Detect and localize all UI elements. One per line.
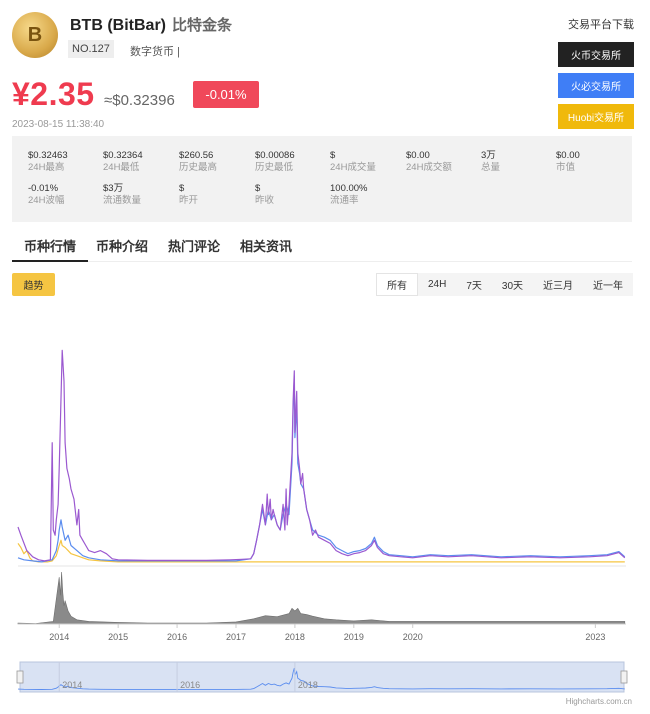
stat-prev-close: $ 昨收 [255, 183, 275, 206]
coin-header: B BTB (BitBar) 比特金条 NO.127 数字货币 | [12, 12, 432, 72]
coin-logo-icon: B [12, 12, 58, 58]
coin-title: BTB (BitBar) 比特金条 [70, 14, 232, 35]
stat-low-24h: $0.32364 24H最低 [103, 150, 143, 173]
coin-name-cn: 比特金条 [172, 17, 233, 34]
stats-panel: $0.32463 24H最高 $0.32364 24H最低 $260.56 历史最高 … [12, 136, 632, 222]
volume-area [17, 571, 626, 625]
stat-prev-open: $ 昨开 [179, 183, 199, 206]
tab-intro[interactable]: 币种介绍 [96, 239, 149, 254]
category-label: 数字货币 | [130, 46, 180, 58]
x-tick-label: 2017 [226, 632, 246, 642]
stat-turnover-24h: $0.00 24H成交额 [406, 150, 452, 173]
range-selector: 所有 24H 7天 30天 近三月 近一年 [376, 273, 634, 296]
change-badge: -0.01% [193, 81, 259, 108]
navigator-right-handle[interactable] [620, 670, 628, 684]
navigator-left-handle[interactable] [16, 670, 24, 684]
rank-badge: NO.127 [68, 40, 114, 58]
price-usd: ≈$0.32396 [104, 92, 175, 109]
stat-market-cap: $0.00 市值 [556, 150, 580, 173]
x-tick-label: 2018 [285, 632, 305, 642]
x-tick-label: 2023 [585, 632, 605, 642]
stat-volume-24h: $24H成交量 [330, 150, 376, 173]
range-7d[interactable]: 7天 [466, 281, 482, 292]
navigator-window [19, 661, 625, 693]
range-30d[interactable]: 30天 [501, 281, 524, 292]
range-24h[interactable]: 24H [428, 279, 447, 290]
trend-button[interactable]: 趋势 [12, 273, 55, 296]
price-series-line-0 [17, 349, 626, 562]
tab-news[interactable]: 相关资讯 [240, 239, 293, 254]
exchange-panel-title: 交易平台下载 [568, 19, 634, 31]
x-tick-label: 2020 [403, 632, 423, 642]
stat-ath: $260.56 历史最高 [179, 150, 218, 173]
exchange-button-huobi-global[interactable]: 火必交易所 [558, 73, 634, 98]
x-tick-label: 2016 [167, 632, 187, 642]
tab-market[interactable]: 币种行情 [12, 236, 89, 262]
navigator-tick-label: 2016 [180, 680, 200, 690]
x-tick-label: 2014 [49, 632, 69, 642]
x-tick-label: 2015 [108, 632, 128, 642]
content-tabs: 币种行情 币种介绍 热门评论 相关资讯 [12, 232, 632, 262]
coin-name: BTB (BitBar) [70, 17, 166, 34]
range-1y[interactable]: 近一年 [593, 281, 624, 292]
navigator-tick-label: 2014 [62, 680, 82, 690]
range-all[interactable]: 所有 [376, 273, 418, 296]
x-tick-label: 2019 [344, 632, 364, 642]
stat-circulation-rate: 100.00% 流通率 [330, 183, 368, 206]
tab-comments[interactable]: 热门评论 [168, 239, 221, 254]
range-3m[interactable]: 近三月 [543, 281, 574, 292]
price-timestamp: 2023-08-15 11:38:40 [12, 119, 105, 130]
price-series-line-1 [17, 375, 626, 563]
stat-high-24h: $0.32463 24H最高 [28, 150, 68, 173]
price-chart[interactable]: 2014 2015 2016 2017 2018 2019 2020 2023 2014 2016… [0, 300, 650, 710]
stat-total-supply: 3万 总量 [481, 150, 501, 173]
navigator-tick-label: 2018 [298, 680, 318, 690]
stat-range-24h: -0.01% 24H波幅 [28, 183, 65, 206]
exchange-button-huobi-en[interactable]: Huobi交易所 [558, 104, 634, 129]
chart-credit: Highcharts.com.cn [565, 697, 632, 706]
stat-circulating: $3万 流通数量 [103, 183, 142, 206]
price-series-line-2 [17, 539, 625, 563]
exchange-panel: 交易平台下载 火币交易所 火必交易所 Huobi交易所 [554, 16, 634, 135]
navigator-series-line [17, 667, 625, 690]
price-cny: ¥2.35 [12, 76, 95, 112]
stat-atl: $0.00086 历史最低 [255, 150, 295, 173]
exchange-button-huobi[interactable]: 火币交易所 [558, 42, 634, 67]
